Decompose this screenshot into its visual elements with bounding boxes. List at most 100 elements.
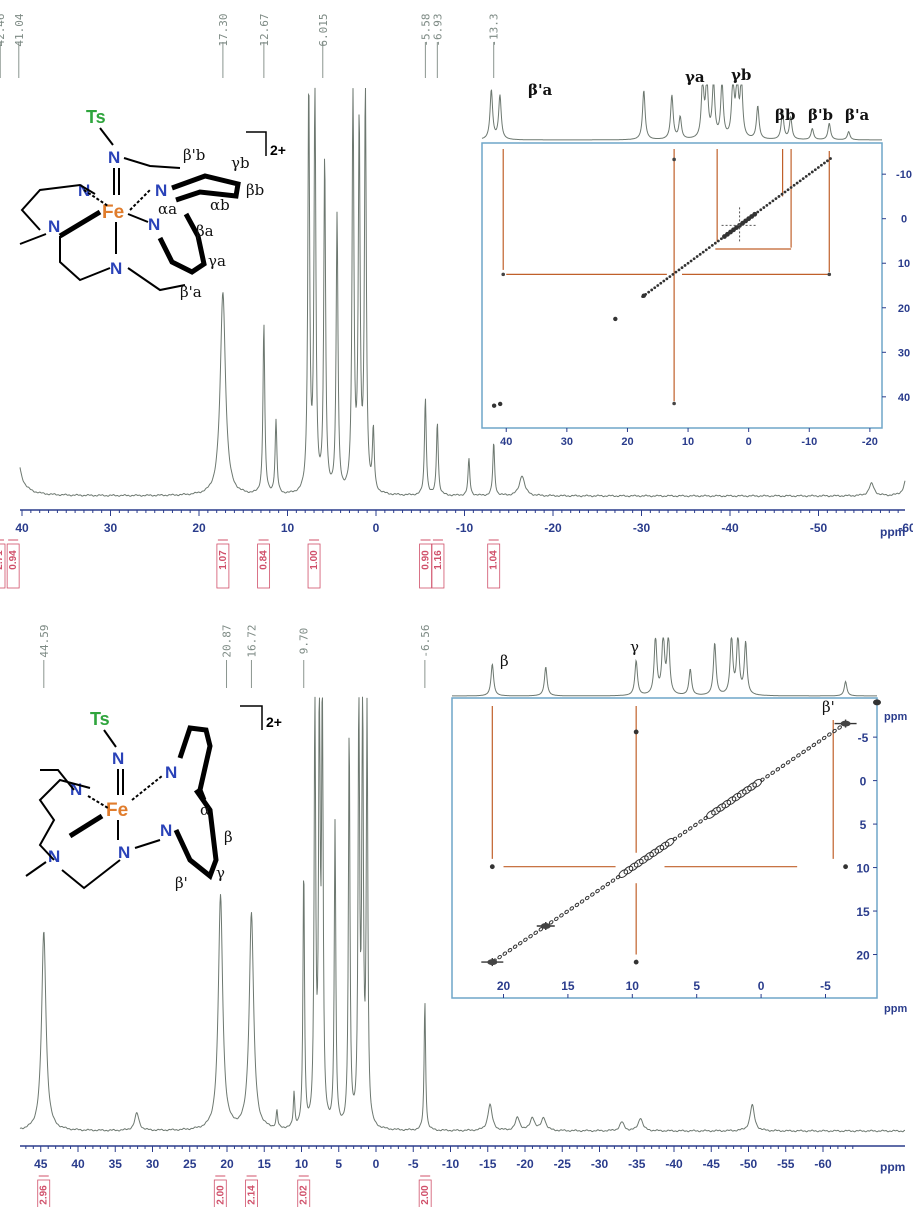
integral-value: 0.84 — [259, 550, 270, 570]
diagonal-peak — [674, 270, 678, 274]
peak-label: 9.70 — [298, 628, 311, 655]
charge-label: 2+ — [270, 142, 286, 158]
cross-peak — [489, 864, 495, 870]
diagonal-peak — [837, 725, 842, 730]
axis-tick-label: -60 — [814, 1157, 832, 1171]
inset-y-tick-label: 40 — [898, 392, 910, 404]
axis-tick-label: -40 — [721, 521, 739, 535]
diagonal-peak — [665, 277, 669, 281]
integral-box — [487, 543, 501, 589]
axis-tick-label: 40 — [15, 521, 29, 535]
integral-value: 0.90 — [421, 550, 432, 570]
diagonal-peak — [644, 851, 654, 861]
diagonal-peak — [574, 902, 580, 908]
bottom-integrals: 2.96 2.00 2.14 2.02 2.00 — [37, 1175, 432, 1207]
diagonal-peak — [801, 749, 806, 755]
axis-tick-label: 15 — [258, 1157, 272, 1171]
atom-label: γa — [208, 252, 226, 270]
bottom-inset-y-ticks: -5 0 5 10 15 20 — [856, 731, 877, 963]
axis-tick-label: -10 — [456, 521, 474, 535]
diagonal-peak — [832, 728, 837, 734]
axis-tick-label: -50 — [740, 1157, 758, 1171]
axis-tick-label: 35 — [109, 1157, 123, 1171]
diagonal-peak — [765, 203, 769, 207]
diagonal-peak — [554, 916, 559, 922]
diagonal-peak — [613, 316, 618, 322]
diagonal-peak — [826, 159, 829, 163]
diagonal-peak — [759, 208, 763, 212]
diagonal-peak — [507, 948, 513, 953]
peak-label: -6.56 — [419, 624, 432, 657]
diagonal-peak — [528, 934, 533, 939]
bottom-inset-x-ticks: 20 15 10 5 0 -5 — [497, 979, 831, 998]
diagonal-peak — [706, 810, 716, 819]
assignment-label: γ — [630, 638, 639, 656]
axis-tick-label: -40 — [665, 1157, 683, 1171]
ts-label: Ts — [90, 709, 110, 729]
diagonal-peak — [762, 206, 766, 209]
axis-tick-label: -5 — [408, 1157, 419, 1171]
assignment-label: β'b — [808, 106, 833, 124]
assignment-label: β' — [822, 698, 835, 716]
top-x-axis: 40 30 20 10 0 -10 -20 -30 -40 -50 -60 — [15, 509, 913, 535]
integral-box — [257, 543, 271, 589]
diagonal-peak — [668, 275, 672, 278]
atom-label: βa — [196, 222, 214, 240]
integral-box — [307, 543, 321, 589]
integral-box — [37, 1179, 51, 1207]
assignment-label: γa — [685, 68, 705, 86]
diagonal-peak — [789, 186, 793, 189]
diagonal-peak — [695, 255, 699, 258]
atom-label: β — [224, 828, 233, 846]
n-label: N — [110, 259, 122, 278]
integral-value: 1.07 — [218, 550, 229, 570]
diagonal-peak — [704, 248, 708, 252]
bottom-peak-labels: 44.59 20.87 16.72 9.70 -6.56 — [38, 624, 432, 688]
diagonal-peak — [813, 168, 817, 172]
axis-tick-label: 40 — [71, 1157, 85, 1171]
integral-value: 2.14 — [247, 1185, 258, 1205]
n-label: N — [48, 847, 60, 866]
inset-x-tick-label: -10 — [801, 436, 817, 448]
diagonal-peak — [623, 865, 634, 875]
assignment-label: βb — [775, 106, 795, 124]
atom-label: β' — [175, 874, 188, 892]
diagonal-peak — [721, 799, 732, 809]
diagonal-peak — [707, 246, 711, 250]
inset-x-tick-label: 30 — [561, 436, 573, 448]
diagonal-peak — [711, 806, 721, 816]
diagonal-peak — [765, 774, 770, 779]
diagonal-peak — [633, 858, 644, 868]
n-label: N — [165, 763, 177, 782]
diagonal-peak — [590, 892, 595, 897]
diagonal-peak — [816, 166, 820, 169]
diagonal-peak — [689, 259, 693, 263]
bottom-inset-crosspeak-lines — [489, 706, 848, 965]
diagonal-peak — [710, 244, 714, 247]
integral-box — [418, 1179, 432, 1207]
integral-box — [213, 1179, 227, 1207]
atom-label: β'a — [180, 283, 202, 301]
axis-tick-label: -55 — [777, 1157, 795, 1171]
bottom-molecule: Ts N Fe N N N N N 2+ α β γ — [25, 705, 282, 892]
n-label: N — [48, 217, 60, 236]
diagonal-peak — [686, 261, 690, 265]
diagonal-peak — [713, 241, 717, 245]
diagonal-peak — [771, 199, 775, 203]
diagonal-peak — [579, 899, 585, 904]
diagonal-peak — [780, 192, 784, 196]
integral-value: 0.94 — [8, 550, 19, 570]
inset-y-tick-label: -5 — [858, 731, 869, 745]
diagonal-peak — [775, 767, 781, 772]
diagonal-peak — [823, 161, 826, 165]
bottom-inset-1d-trace — [452, 636, 877, 697]
top-panel: 42.46 41.04 17.30 12.67 6.015 -5.58-6.93 -13.3… — [0, 13, 913, 589]
axis-tick-label: -25 — [554, 1157, 572, 1171]
inset-x-tick-label: 20 — [621, 436, 633, 448]
inset-x-tick-label: 20 — [497, 979, 511, 993]
diagonal-peak — [639, 855, 649, 865]
assignment-label: β — [500, 652, 509, 670]
cross-peak — [672, 401, 676, 406]
integral-box — [0, 543, 6, 589]
